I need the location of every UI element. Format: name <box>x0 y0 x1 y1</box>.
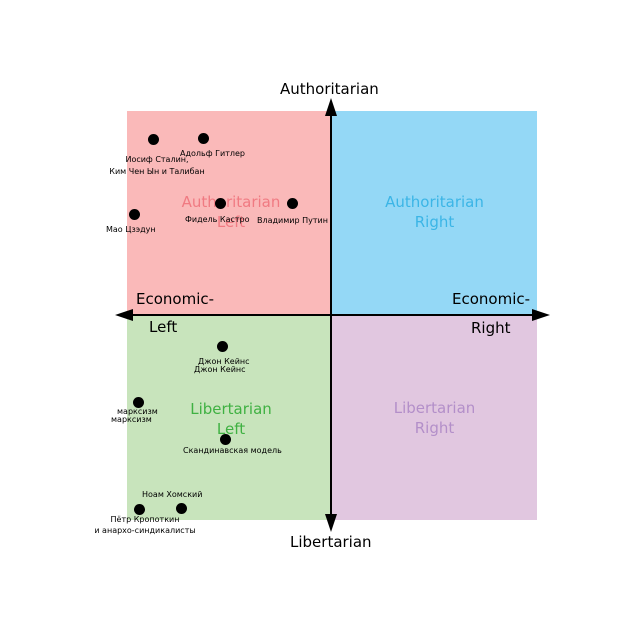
arrow-right <box>532 309 550 321</box>
label-keynes: Джон Кейнс Джон Кейнс <box>194 357 250 375</box>
label-keynes-line2: Джон Кейнс <box>194 365 246 374</box>
axis-label-right-line1: Economic- <box>452 290 531 308</box>
label-hitler: Адольф Гитлер <box>180 149 245 158</box>
quadrant-authoritarian-right <box>332 111 537 315</box>
label-stalin: Иосиф Сталин, Ким Чен Ын и Талибан <box>97 155 217 177</box>
label-libertarian-right-line1: Libertarian <box>393 399 476 417</box>
point-stalin <box>148 134 159 145</box>
point-castro <box>215 198 226 209</box>
label-stalin-line1: Иосиф Сталин, <box>125 155 189 164</box>
label-marxism-line1: марксизм <box>117 407 158 416</box>
label-authoritarian-left: Authoritarian Left <box>127 192 335 232</box>
label-chomsky: Ноам Хомский <box>142 490 203 499</box>
point-mao <box>129 209 140 220</box>
point-marxism <box>133 397 144 408</box>
point-hitler <box>198 133 209 144</box>
label-libertarian-right: Libertarian Right <box>332 398 537 438</box>
label-kropotkin-line2: и анархо-синдикалисты <box>94 526 196 535</box>
label-authoritarian-right: Authoritarian Right <box>332 192 537 232</box>
axis-label-left-line1: Economic- <box>136 290 215 308</box>
point-nordic <box>220 434 231 445</box>
point-keynes <box>217 341 228 352</box>
quadrant-libertarian-right <box>332 316 537 520</box>
label-libertarian-left-line2: Left <box>216 420 246 438</box>
arrow-up <box>325 98 337 116</box>
label-putin: Владимир Путин <box>257 216 328 225</box>
label-libertarian-left-line1: Libertarian <box>190 400 272 418</box>
arrow-down <box>325 514 337 532</box>
label-authoritarian-left-line2: Left <box>216 213 246 231</box>
quadrant-authoritarian-left <box>127 111 331 315</box>
label-libertarian-left: Libertarian Left <box>127 399 335 439</box>
axis-label-left-line2: Left <box>149 318 178 336</box>
axis-label-top: Authoritarian <box>280 80 379 98</box>
label-libertarian-right-line2: Right <box>414 419 455 437</box>
label-authoritarian-right-line1: Authoritarian <box>385 193 484 211</box>
arrow-left <box>115 309 133 321</box>
label-mao: Мао Цзэдун <box>106 225 156 234</box>
label-kropotkin: Пётр Кропоткин и анархо-синдикалисты <box>92 515 198 536</box>
axis-label-bottom: Libertarian <box>290 533 372 551</box>
label-nordic: Скандинавская модель <box>183 446 282 455</box>
label-marxism: марксизм марксизм <box>111 407 158 425</box>
label-kropotkin-line1: Пётр Кропоткин <box>110 515 180 524</box>
point-chomsky <box>176 503 187 514</box>
label-stalin-line2: Ким Чен Ын и Талибан <box>109 167 205 176</box>
label-authoritarian-right-line2: Right <box>414 213 455 231</box>
label-authoritarian-left-line1: Authoritarian <box>181 193 281 211</box>
label-keynes-line1: Джон Кейнс <box>198 357 250 366</box>
label-marxism-line2: марксизм <box>111 415 152 424</box>
quadrant-libertarian-left <box>127 316 331 520</box>
point-putin <box>287 198 298 209</box>
axis-label-right-line2: Right <box>471 319 511 337</box>
point-kropotkin <box>134 504 145 515</box>
label-castro: Фидель Кастро <box>185 215 250 224</box>
